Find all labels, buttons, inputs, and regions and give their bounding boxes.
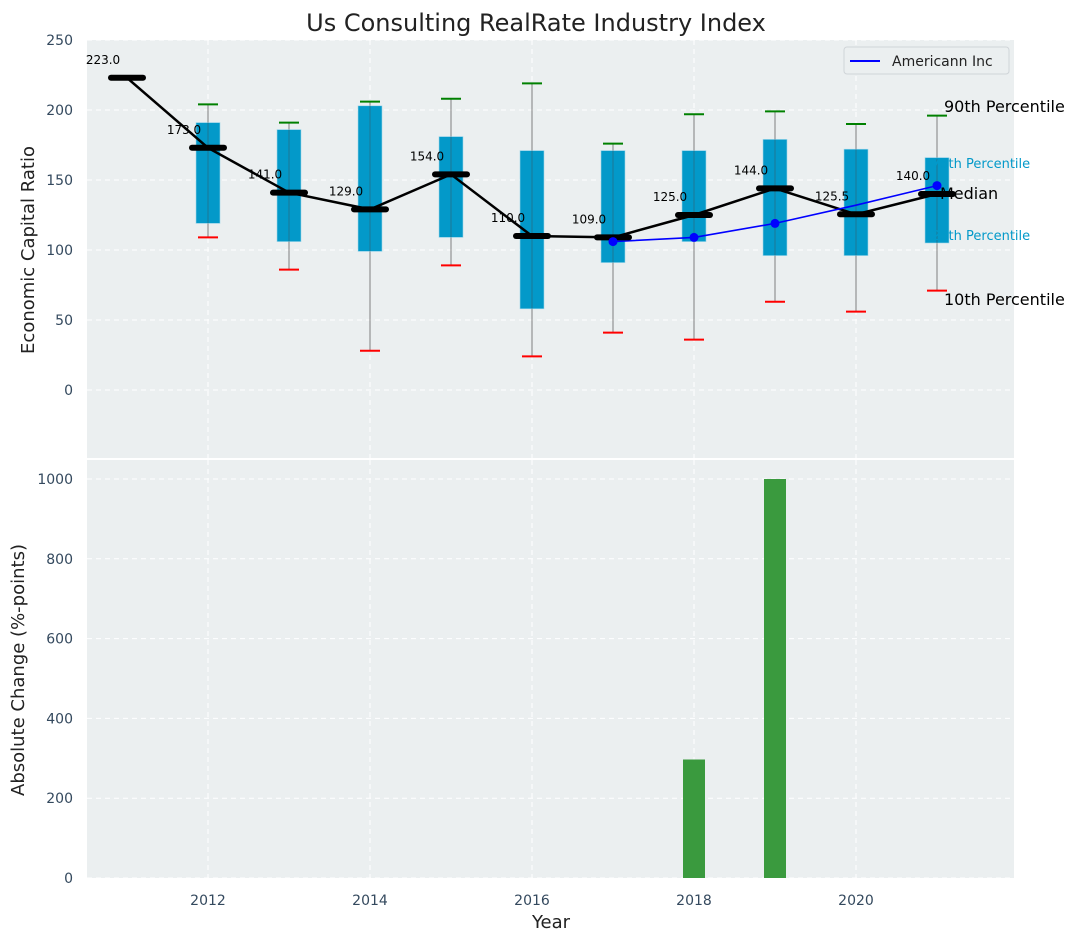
median-data-label: 125.0 bbox=[653, 190, 687, 204]
legend-box bbox=[843, 46, 1010, 75]
median-data-label: 110.0 bbox=[491, 211, 525, 225]
bottom-y-tick-label: 800 bbox=[46, 552, 73, 568]
x-tick-label: 2016 bbox=[514, 893, 550, 909]
top-y-tick-label: 0 bbox=[64, 383, 73, 399]
x-tick-label: 2020 bbox=[838, 893, 874, 909]
annotation-p10: 10th Percentile bbox=[944, 290, 1065, 309]
annotation-p25: 25th Percentile bbox=[932, 229, 1030, 244]
top-y-tick-label: 100 bbox=[46, 243, 73, 259]
bottom-panel: 0 200 400 600 800 1000 2012 2014 2016 2018 2020 bbox=[37, 458, 1014, 909]
annotation-p90: 90th Percentile bbox=[944, 97, 1065, 116]
median-data-label: 129.0 bbox=[329, 184, 363, 198]
annotation-p75: 75th Percentile bbox=[932, 157, 1030, 172]
median-data-label: 223.0 bbox=[86, 53, 120, 67]
change-bar bbox=[764, 479, 786, 878]
company-marker bbox=[932, 181, 942, 191]
x-tick-label: 2014 bbox=[352, 893, 388, 909]
bottom-y-tick-label: 200 bbox=[46, 791, 73, 807]
top-y-tick-label: 250 bbox=[46, 33, 73, 49]
median-data-label: 109.0 bbox=[572, 212, 606, 226]
median-data-label: 173.0 bbox=[167, 123, 201, 137]
x-tick-label: 2018 bbox=[676, 893, 712, 909]
legend-label-americann: Americann Inc bbox=[892, 54, 993, 70]
top-y-tick-label: 200 bbox=[46, 103, 73, 119]
bottom-y-axis-title: Absolute Change (%-points) bbox=[8, 544, 29, 796]
annotation-median: Median bbox=[940, 184, 998, 203]
median-data-label: 141.0 bbox=[248, 168, 282, 182]
bottom-y-tick-label: 0 bbox=[64, 871, 73, 887]
legend: Americann Inc bbox=[843, 46, 1010, 75]
top-y-tick-label: 150 bbox=[46, 173, 73, 189]
x-tick-label: 2012 bbox=[190, 893, 226, 909]
change-bar bbox=[683, 759, 705, 878]
chart-title: Us Consulting RealRate Industry Index bbox=[306, 9, 766, 37]
median-data-label: 125.5 bbox=[815, 189, 849, 203]
bottom-y-tick-label: 1000 bbox=[37, 472, 73, 488]
bottom-y-tick-label: 600 bbox=[46, 632, 73, 648]
median-data-label: 140.0 bbox=[896, 169, 930, 183]
company-marker bbox=[689, 232, 699, 242]
company-marker bbox=[608, 237, 618, 247]
bottom-plot-area bbox=[87, 460, 1014, 878]
top-y-axis-title: Economic Capital Ratio bbox=[18, 146, 39, 354]
top-panel: 0 50 100 150 200 250 223.0 173.0 141.0 129.0 154.0… bbox=[46, 33, 1014, 459]
x-axis-title: Year bbox=[531, 912, 571, 933]
company-marker bbox=[770, 218, 780, 228]
median-data-label: 144.0 bbox=[734, 163, 768, 177]
median-data-label: 154.0 bbox=[410, 149, 444, 163]
top-y-tick-label: 50 bbox=[55, 313, 73, 329]
bottom-y-tick-label: 400 bbox=[46, 711, 73, 727]
